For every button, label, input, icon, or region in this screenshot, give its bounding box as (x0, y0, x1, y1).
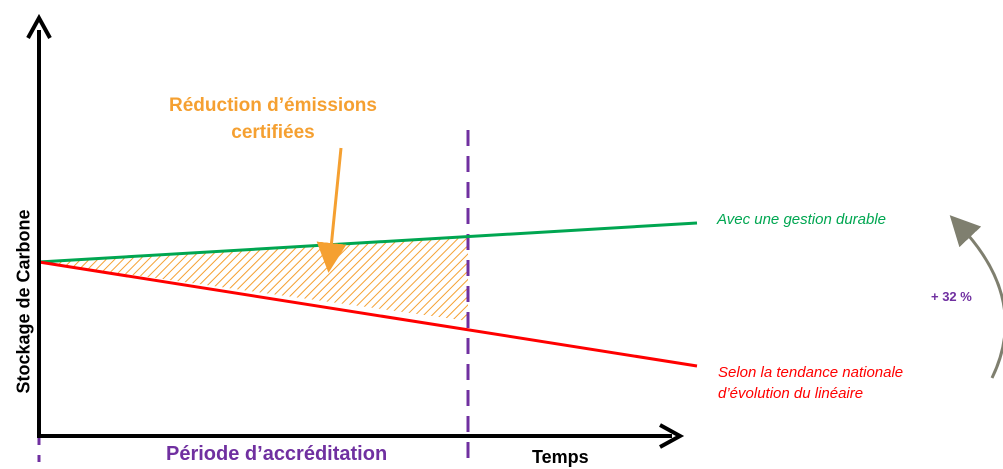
difference-curved-arrow (949, 215, 1003, 379)
y-axis-arrowhead (26, 13, 52, 39)
national-trend-line (38, 260, 698, 368)
x-axis-label: Temps (532, 447, 589, 467)
reduction-annotation: Réduction d’émissions certifiées (128, 92, 418, 146)
y-axis-label: Stockage de Carbone (13, 209, 34, 394)
sustainable-management-line (38, 221, 698, 264)
reduction-area (39, 236, 468, 321)
trend-line-label: Selon la tendance nationale d’évolution … (718, 362, 903, 404)
reduction-annotation-line-1: Réduction d’émissions (169, 95, 377, 116)
difference-percentage: + 32 % (931, 289, 972, 304)
reduction-annotation-line-2: certifiées (231, 122, 315, 143)
sustainable-line-label: Avec une gestion durable (717, 211, 887, 228)
trend-line-label-line-2: d’évolution du linéaire (718, 385, 864, 402)
x-axis-arrowhead (659, 423, 685, 449)
trend-line-label-line-1: Selon la tendance nationale (718, 364, 904, 381)
reduction-arrow (316, 147, 347, 273)
period-label: Période d’accréditation (166, 443, 388, 465)
